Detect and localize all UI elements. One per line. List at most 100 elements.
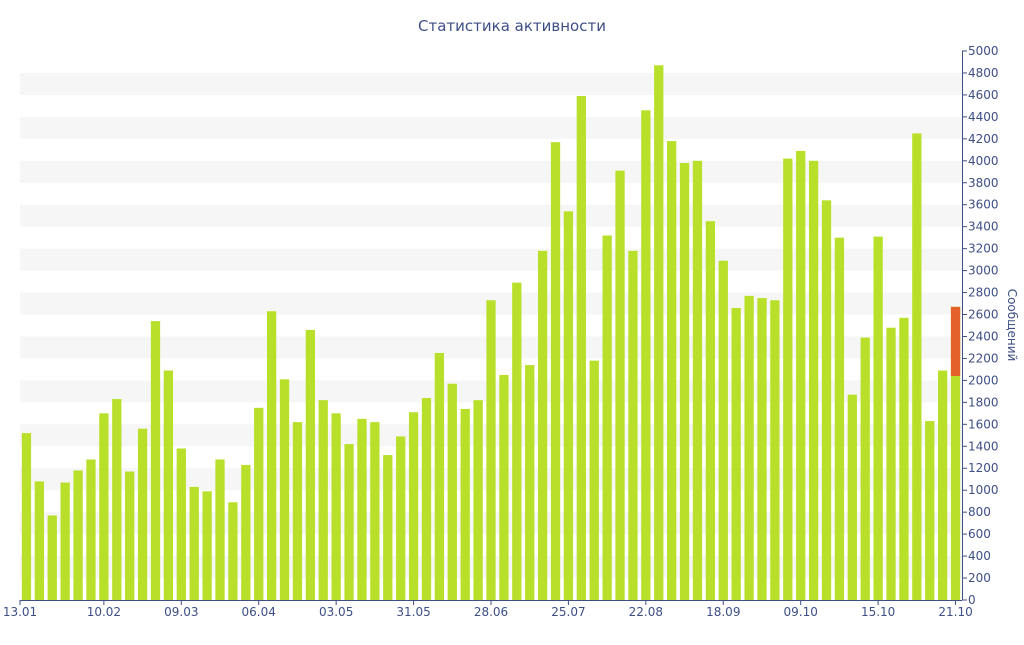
bar[interactable] [873, 236, 883, 600]
y-tick-label: 1600 [968, 417, 999, 431]
x-tick-label: 03.05 [319, 605, 353, 619]
bar[interactable] [808, 160, 819, 601]
y-tick-label: 4800 [968, 66, 999, 80]
bar[interactable] [834, 237, 845, 600]
bar[interactable] [215, 459, 225, 600]
bar[interactable] [615, 170, 625, 600]
bar[interactable] [679, 163, 690, 600]
bar[interactable] [99, 413, 109, 600]
bar[interactable] [254, 407, 264, 600]
bar[interactable] [821, 200, 832, 600]
bar[interactable] [589, 360, 599, 600]
bar[interactable] [73, 470, 83, 600]
bar[interactable] [202, 491, 212, 600]
bar[interactable] [537, 250, 548, 600]
y-tick-label: 2600 [968, 308, 999, 322]
bar[interactable] [305, 329, 315, 600]
bar[interactable] [525, 365, 535, 600]
bar[interactable] [512, 282, 522, 600]
bar[interactable] [744, 295, 754, 600]
x-tick-label: 31.05 [396, 605, 430, 619]
bar[interactable] [563, 211, 574, 600]
chart-title: Статистика активности [418, 17, 606, 35]
bar[interactable] [112, 399, 122, 600]
bar[interactable] [473, 400, 483, 600]
y-tick-label: 1000 [968, 483, 999, 497]
bar[interactable] [628, 250, 638, 600]
bar[interactable] [486, 300, 496, 600]
bar[interactable] [189, 486, 199, 600]
bar[interactable] [383, 455, 393, 600]
bar[interactable] [718, 260, 728, 600]
bar[interactable] [176, 448, 186, 600]
bar[interactable] [796, 150, 806, 601]
bar[interactable] [292, 422, 303, 600]
y-tick-label: 4200 [968, 132, 999, 146]
bar[interactable] [408, 412, 419, 600]
grid-band [20, 72, 962, 95]
bar[interactable] [125, 471, 135, 600]
bar[interactable] [137, 428, 148, 600]
bar[interactable] [370, 422, 380, 600]
bar[interactable] [912, 133, 922, 600]
x-tick-label: 09.10 [784, 605, 818, 619]
bar[interactable] [654, 65, 664, 600]
bar[interactable] [602, 235, 612, 600]
bar[interactable] [47, 515, 57, 600]
bar[interactable] [34, 481, 44, 600]
bar[interactable] [163, 370, 174, 600]
bar[interactable] [241, 464, 251, 600]
bar[interactable] [150, 321, 161, 600]
y-tick-label: 200 [968, 571, 991, 585]
bar[interactable] [731, 307, 741, 600]
x-tick-label: 09.03 [164, 605, 198, 619]
bar[interactable] [550, 142, 561, 600]
bar[interactable] [770, 300, 780, 600]
bar[interactable] [447, 383, 457, 600]
bar[interactable] [899, 317, 909, 600]
bar[interactable] [576, 96, 586, 601]
bar-highlight-segment[interactable] [950, 306, 961, 376]
y-tick-label: 3800 [968, 176, 999, 190]
bar[interactable] [667, 141, 677, 601]
bar[interactable] [60, 482, 70, 600]
y-tick-label: 3200 [968, 242, 999, 256]
bar[interactable] [692, 160, 703, 601]
bar[interactable] [860, 337, 870, 600]
bar[interactable] [938, 370, 948, 600]
bar[interactable] [847, 394, 857, 600]
bar[interactable] [783, 158, 793, 600]
bar[interactable] [228, 502, 238, 600]
bar[interactable] [460, 408, 470, 600]
bar[interactable] [925, 421, 935, 600]
bar[interactable] [421, 397, 432, 600]
bar[interactable] [266, 311, 277, 600]
bar[interactable] [434, 352, 445, 600]
bar[interactable] [86, 459, 96, 600]
bar[interactable] [344, 444, 354, 600]
bar[interactable] [499, 374, 509, 600]
y-axis-label: Сообщений [1005, 289, 1019, 362]
bar[interactable] [21, 433, 32, 600]
bar[interactable] [886, 327, 896, 600]
y-tick-label: 5000 [968, 44, 999, 58]
y-tick-label: 800 [968, 505, 991, 519]
y-tick-label: 0 [968, 593, 976, 607]
bar[interactable] [279, 379, 290, 600]
bar[interactable] [318, 400, 328, 600]
grid-band [20, 248, 962, 271]
bar[interactable] [357, 418, 367, 600]
bar[interactable] [331, 413, 341, 600]
bar[interactable] [396, 436, 406, 600]
x-tick-label: 21.10 [938, 605, 972, 619]
x-tick-label: 25.07 [551, 605, 585, 619]
x-tick-label: 06.04 [242, 605, 276, 619]
bar[interactable] [757, 298, 767, 600]
bar[interactable] [950, 306, 961, 600]
bar[interactable] [705, 221, 716, 600]
grid-band [20, 160, 962, 183]
y-tick-label: 1800 [968, 395, 999, 409]
y-tick-label: 4600 [968, 88, 999, 102]
bar[interactable] [641, 110, 651, 600]
